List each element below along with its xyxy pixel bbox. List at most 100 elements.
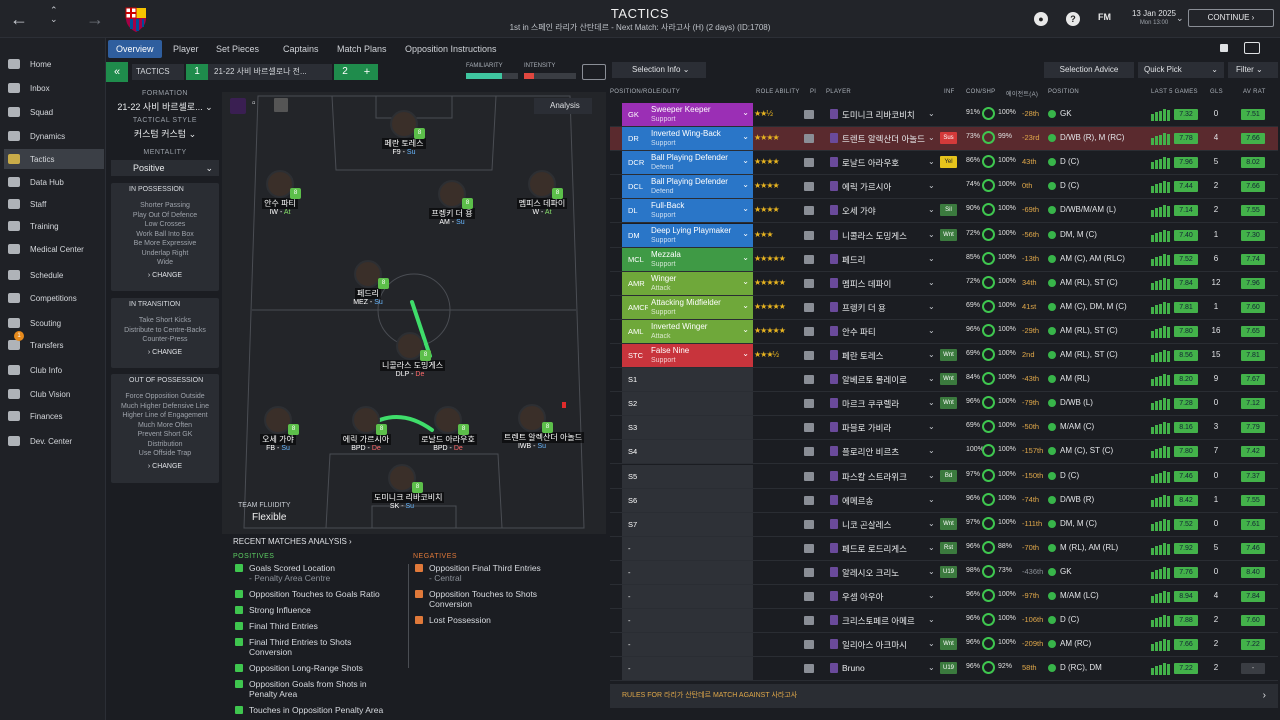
back-arrow-icon[interactable]: ← bbox=[10, 9, 28, 29]
player-instructions-icon[interactable] bbox=[804, 664, 814, 674]
player-instructions-icon[interactable] bbox=[804, 471, 814, 481]
player-instructions-icon[interactable] bbox=[804, 206, 814, 216]
player-name[interactable]: 우셈 아우아 bbox=[842, 592, 884, 602]
table-row[interactable]: - 우셈 아우아 ⌄ 96% 100% -97th M/AM (LC) 8.94 4 7.84 bbox=[610, 585, 1278, 609]
table-row[interactable]: - 일리아스 아크마시 ⌄ Wnt 96% 100% -209th AM (RC) 7.66 2 7… bbox=[610, 633, 1278, 658]
player-name[interactable]: 페드리 bbox=[842, 254, 866, 265]
chevron-down-icon[interactable]: ⌄ bbox=[928, 615, 935, 625]
tab-captains[interactable]: Captains bbox=[283, 44, 319, 54]
player-instructions-icon[interactable] bbox=[804, 230, 814, 240]
quick-pick-button[interactable]: Quick Pick ⌄ bbox=[1138, 62, 1224, 78]
fm-menu-icon[interactable]: FM bbox=[1098, 12, 1111, 22]
chevron-down-icon[interactable]: ⌄ bbox=[928, 591, 935, 600]
chevron-down-icon[interactable]: ⌄ bbox=[928, 229, 935, 239]
table-row[interactable]: - Bruno ⌄ U19 96% 92% 58th D (RC), DM 7.22 2 - bbox=[610, 657, 1278, 682]
position-cell[interactable]: S3 bbox=[622, 416, 648, 440]
position-cell[interactable]: - bbox=[622, 633, 648, 657]
sidebar-item-finances[interactable]: Finances bbox=[4, 406, 104, 426]
table-row[interactable]: - 페드로 로드리게스 ⌄ Rst 96% 88% -70th M (RL), AM (RL)… bbox=[610, 536, 1278, 561]
player-name[interactable]: 니콜라스 도밍게스 bbox=[842, 230, 907, 241]
col-position-role-duty[interactable]: POSITION/ROLE/DUTY bbox=[610, 89, 681, 95]
in-transition-panel[interactable]: IN TRANSITION Take Short Kicks Distribute… bbox=[111, 298, 219, 368]
position-cell[interactable]: S1 bbox=[622, 368, 648, 392]
tab-overview[interactable]: Overview bbox=[108, 40, 162, 58]
out-of-possession-change[interactable]: › CHANGE bbox=[147, 462, 183, 470]
player-instructions-icon[interactable] bbox=[804, 351, 814, 360]
selection-info-select[interactable]: Selection Info ⌄ bbox=[612, 62, 706, 78]
tactic-slot-1[interactable]: 1 bbox=[186, 64, 208, 80]
player-name[interactable]: 알베르토 몰레이로 bbox=[842, 375, 907, 386]
mentality-select[interactable]: Positive ⌄ bbox=[111, 160, 219, 176]
player-name[interactable]: 프렝키 더 용 bbox=[842, 302, 886, 313]
position-cell[interactable]: - bbox=[622, 560, 648, 584]
position-cell[interactable]: DCR bbox=[622, 151, 648, 175]
table-row[interactable]: S1 알베르토 몰레이로 ⌄ Wnt 84% 100% -43th AM (RL) 8.20 9 7… bbox=[610, 368, 1278, 393]
continue-button[interactable]: CONTINUE › bbox=[1188, 9, 1274, 27]
col-con-shp[interactable]: CON/SHP bbox=[966, 89, 996, 95]
table-row[interactable]: S5 파스칼 스트라위크 ⌄ Bd 97% 100% -150th D (C) 7.46 0 7.3… bbox=[610, 464, 1278, 489]
position-cell[interactable]: MCL bbox=[622, 247, 648, 271]
player-instructions-icon[interactable] bbox=[804, 543, 814, 553]
table-row[interactable]: S2 마르크 쿠쿠렐라 ⌄ Wnt 96% 100% -79th D/WB (L) 7.28 0 7… bbox=[610, 392, 1278, 417]
player-instructions-icon[interactable] bbox=[804, 375, 814, 385]
table-row[interactable]: AML Inverted Winger Attack ⌄ ★★★★★ 안수 파티 ⌄ 96% 1… bbox=[610, 319, 1278, 344]
role-cell[interactable] bbox=[648, 416, 753, 440]
player-instructions-icon[interactable] bbox=[804, 616, 814, 626]
pitch-player[interactable]: 8 로날드 아라우호 BPD - De bbox=[418, 406, 478, 452]
chevron-down-icon[interactable]: ⌄ bbox=[928, 470, 935, 480]
position-cell[interactable]: - bbox=[622, 585, 648, 608]
player-view-icon[interactable] bbox=[230, 98, 246, 114]
player-name[interactable]: 안수 파티 bbox=[842, 326, 876, 337]
player-name[interactable]: 에릭 가르시아 bbox=[842, 182, 892, 193]
sidebar-item-club-info[interactable]: Club Info bbox=[4, 360, 104, 380]
col-inf[interactable]: INF bbox=[944, 89, 955, 95]
chevron-down-icon[interactable]: ⌄ bbox=[928, 205, 935, 215]
view-toggle-icon[interactable] bbox=[1244, 42, 1260, 54]
player-name[interactable]: 페란 토레스 bbox=[842, 351, 884, 361]
player-instructions-icon[interactable] bbox=[804, 495, 814, 505]
table-row[interactable]: DCR Ball Playing Defender Defend ⌄ ★★★★ 로날드 아… bbox=[610, 151, 1278, 176]
chevron-down-icon[interactable]: ⌄ bbox=[928, 133, 935, 143]
pitch-player[interactable]: 8 페란 토레스 F9 - Su bbox=[374, 110, 434, 156]
pitch-player[interactable]: 8 프렝키 더 용 AM - Su bbox=[422, 180, 482, 226]
player-instructions-icon[interactable] bbox=[804, 423, 814, 433]
chevron-down-icon[interactable]: ⌄ bbox=[928, 422, 935, 432]
analysis-button[interactable]: Analysis bbox=[534, 98, 592, 114]
position-cell[interactable]: DL bbox=[622, 199, 648, 223]
in-transition-change[interactable]: › CHANGE bbox=[147, 348, 183, 356]
sidebar-item-data-hub[interactable]: Data Hub bbox=[4, 172, 104, 192]
chevron-down-icon[interactable]: ⌄ bbox=[928, 109, 935, 118]
chevron-down-icon[interactable]: ⌄ bbox=[928, 639, 935, 649]
player-name[interactable]: 도미니크 리바코비치 bbox=[842, 110, 915, 120]
player-instructions-icon[interactable] bbox=[804, 592, 814, 601]
pitch-player[interactable]: 8 페드리 MEZ - Su bbox=[338, 260, 398, 306]
player-instructions-icon[interactable] bbox=[804, 640, 814, 650]
chevron-down-icon[interactable]: ⌄ bbox=[928, 253, 935, 263]
up-down-arrows-icon[interactable]: ⌃ ⌄ bbox=[50, 5, 58, 24]
pitch-player[interactable]: 8 오세 가야 FB - Su bbox=[248, 406, 308, 452]
role-cell[interactable]: Mezzala Support ⌄ bbox=[648, 247, 753, 271]
chevron-down-icon[interactable]: ⌄ bbox=[928, 398, 935, 408]
role-cell[interactable]: Inverted Wing-Back Support ⌄ bbox=[648, 127, 753, 151]
sidebar-item-squad[interactable]: Squad bbox=[4, 102, 104, 122]
position-cell[interactable]: - bbox=[622, 536, 648, 560]
role-cell[interactable]: Ball Playing Defender Defend ⌄ bbox=[648, 175, 753, 199]
sidebar-item-scouting[interactable]: Scouting bbox=[4, 313, 104, 333]
table-row[interactable]: DL Full-Back Support ⌄ ★★★★ 오세 가야 ⌄ Sil 90% 100% -… bbox=[610, 199, 1278, 224]
player-instructions-icon[interactable] bbox=[804, 519, 814, 529]
add-tactic-button[interactable]: + bbox=[356, 64, 378, 80]
role-cell[interactable]: Sweeper Keeper Support ⌄ bbox=[648, 103, 753, 126]
col-agent[interactable]: 에이전트(A) bbox=[1006, 92, 1039, 98]
role-cell[interactable] bbox=[648, 560, 753, 584]
pitch-player[interactable]: 8 트렌트 알렉산더 아놀드 IWB - Su bbox=[502, 404, 585, 450]
chevron-down-icon[interactable]: ⌄ bbox=[928, 446, 935, 456]
role-cell[interactable]: Deep Lying Playmaker Support ⌄ bbox=[648, 223, 753, 247]
out-of-possession-panel[interactable]: OUT OF POSSESSION Force Opposition Outsi… bbox=[111, 374, 219, 483]
role-cell[interactable] bbox=[648, 464, 753, 488]
sidebar-item-transfers[interactable]: Transfers 1 bbox=[4, 331, 104, 355]
tactic-slot-2[interactable]: 2 bbox=[334, 64, 356, 80]
position-cell[interactable]: DCL bbox=[622, 175, 648, 199]
position-cell[interactable]: S6 bbox=[622, 488, 648, 512]
table-row[interactable]: S4 플로리안 비르츠 ⌄ 100% 100% -157th AM (C), ST (C) 7… bbox=[610, 440, 1278, 465]
chevron-down-icon[interactable]: ⌄ bbox=[928, 494, 935, 504]
